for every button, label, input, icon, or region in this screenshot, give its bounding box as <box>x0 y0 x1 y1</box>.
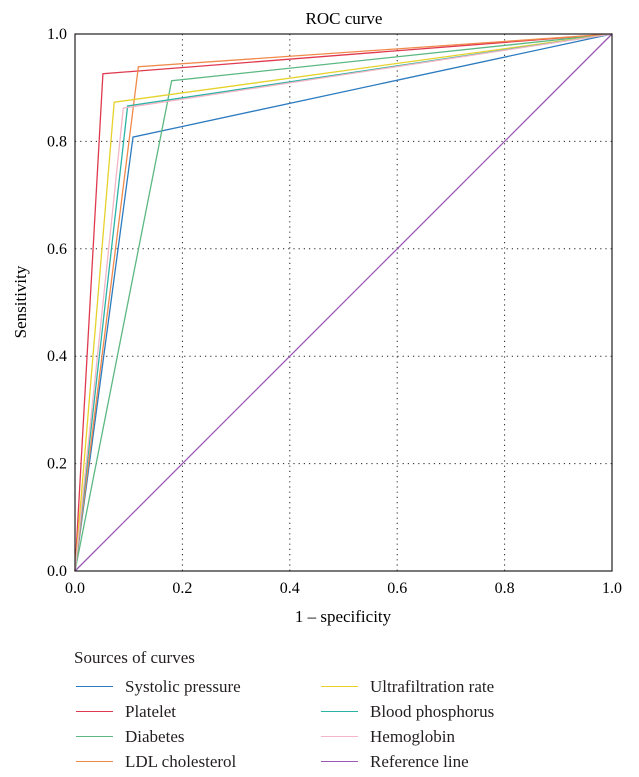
roc-chart: ROC curve 0.0 0.2 0.4 0.6 0.8 1.0 0.00.20.40.… <box>11 9 622 626</box>
legend-swatch <box>321 736 358 737</box>
x-axis-label: 1 – specificity <box>295 607 392 626</box>
legend-swatch <box>321 761 358 762</box>
legend-label: Systolic pressure <box>125 676 241 696</box>
series-lines <box>74 33 613 572</box>
legend-item-blood-phosphorus: Blood phosphorus <box>319 699 564 724</box>
legend-swatch <box>321 711 358 712</box>
x-tick-label: 0.8 <box>495 580 515 597</box>
legend-label: Reference line <box>370 751 469 771</box>
y-tick-label: 0.8 <box>47 133 67 150</box>
legend-swatch <box>76 761 113 762</box>
legend-label: LDL cholesterol <box>125 751 237 771</box>
y-tick-label: 0.6 <box>47 241 67 258</box>
legend-label: Blood phosphorus <box>370 701 495 721</box>
legend-item-reference-line: Reference line <box>319 749 564 774</box>
y-axis-label: Sensitivity <box>11 265 30 338</box>
series-line-diabetes <box>74 33 613 572</box>
series-line-ultrafiltration-rate <box>74 33 613 572</box>
x-tick-label: 0.0 <box>65 580 85 597</box>
series-line-platelet <box>74 33 613 572</box>
legend-item-hemoglobin: Hemoglobin <box>319 724 564 749</box>
chart-title: ROC curve <box>306 9 383 28</box>
legend-item-systolic-pressure: Systolic pressure <box>74 674 319 699</box>
legend-swatch <box>76 736 113 737</box>
y-tick-label: 0.0 <box>47 563 67 580</box>
legend-item-ultrafiltration-rate: Ultrafiltration rate <box>319 674 564 699</box>
x-tick-label: 0.6 <box>387 580 407 597</box>
legend-item-ldl-cholesterol: LDL cholesterol <box>74 749 319 774</box>
legend-swatch <box>321 686 358 687</box>
y-ticks: 0.0 0.2 0.4 0.6 0.8 1.0 <box>47 26 67 580</box>
legend: Sources of curves Systolic pressure Plate… <box>74 648 634 774</box>
series-line-reference-line <box>74 33 613 572</box>
x-tick-label: 1.0 <box>602 580 622 597</box>
legend-swatch <box>76 686 113 687</box>
y-tick-label: 1.0 <box>47 26 67 43</box>
legend-label: Hemoglobin <box>370 726 455 746</box>
legend-swatch <box>76 711 113 712</box>
x-ticks: 0.0 0.2 0.4 0.6 0.8 1.0 <box>65 580 622 597</box>
series-line-hemoglobin <box>74 33 613 572</box>
x-tick-label: 0.4 <box>280 580 300 597</box>
legend-label: Ultrafiltration rate <box>370 676 495 696</box>
legend-item-platelet: Platelet <box>74 699 319 724</box>
legend-label: Diabetes <box>125 726 185 746</box>
y-tick-label: 0.4 <box>47 348 67 365</box>
y-tick-label: 0.2 <box>47 456 67 473</box>
series-line-systolic-pressure <box>74 33 613 572</box>
legend-title: Sources of curves <box>74 648 195 667</box>
plot-frame <box>74 33 613 572</box>
legend-items: Systolic pressure Platelet Diabetes LDL cho… <box>74 674 634 774</box>
grid-lines <box>75 34 612 571</box>
x-tick-label: 0.2 <box>172 580 192 597</box>
series-line-ldl-cholesterol <box>74 33 613 572</box>
legend-item-diabetes: Diabetes <box>74 724 319 749</box>
legend-label: Platelet <box>125 701 176 721</box>
